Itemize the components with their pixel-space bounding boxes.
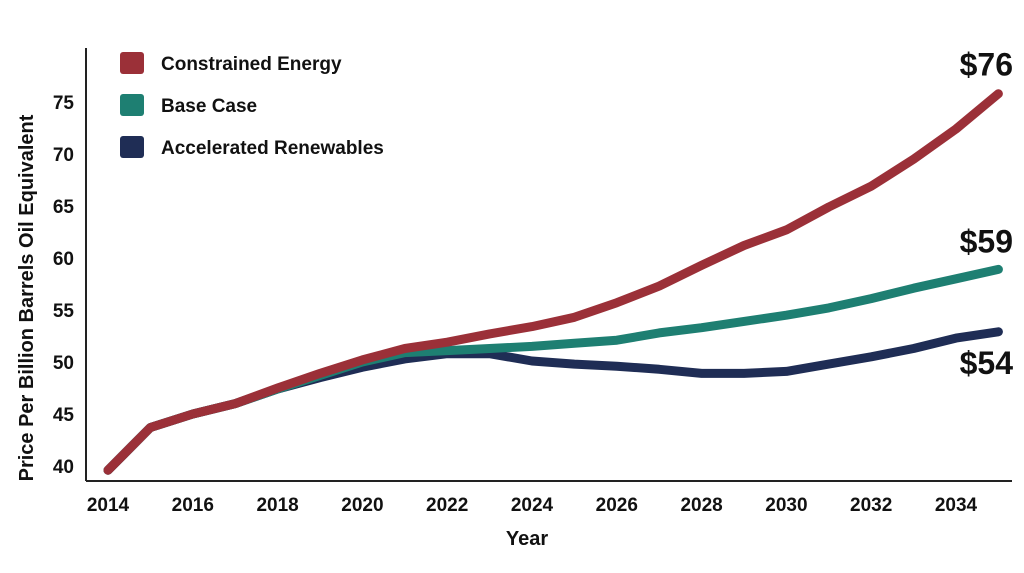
legend-label-constrained-energy: Constrained Energy xyxy=(161,54,342,75)
y-tick-label-50: 50 xyxy=(53,353,74,374)
y-tick-label-45: 45 xyxy=(53,405,75,426)
end-label-base-case: $59 xyxy=(960,223,1013,259)
x-tick-label-2026: 2026 xyxy=(596,495,638,516)
legend-swatch-constrained-energy xyxy=(120,52,144,74)
axes xyxy=(85,48,1012,482)
end-label-accelerated-renewables: $54 xyxy=(960,345,1014,381)
x-tick-label-2014: 2014 xyxy=(87,495,130,516)
end-value-labels: $76 $59 $54 xyxy=(960,47,1014,381)
legend-label-accelerated-renewables: Accelerated Renewables xyxy=(161,138,384,159)
legend-swatch-base-case xyxy=(120,94,144,116)
x-axis-title: Year xyxy=(506,528,548,550)
legend-swatch-accelerated-renewables xyxy=(120,136,144,158)
legend: Constrained Energy Base Case Accelerated R… xyxy=(120,52,384,159)
x-tick-label-2018: 2018 xyxy=(256,495,298,516)
end-label-constrained-energy: $76 xyxy=(960,47,1013,83)
x-tick-label-2034: 2034 xyxy=(935,495,978,516)
y-tick-label-75: 75 xyxy=(53,93,75,114)
series-line-constrained-energy xyxy=(103,89,1003,475)
x-tick-labels: 2014 2016 2018 2020 2022 2024 2026 2028 2030 2032… xyxy=(87,495,978,516)
x-tick-label-2032: 2032 xyxy=(850,495,892,516)
y-tick-label-60: 60 xyxy=(53,249,74,270)
x-tick-label-2020: 2020 xyxy=(341,495,383,516)
x-tick-label-2024: 2024 xyxy=(511,495,554,516)
y-tick-label-70: 70 xyxy=(53,145,74,166)
series-line-base-case xyxy=(103,264,1003,475)
x-tick-label-2030: 2030 xyxy=(765,495,807,516)
y-tick-label-65: 65 xyxy=(53,197,75,218)
y-axis-title: Price Per Billion Barrels Oil Equivalent xyxy=(16,114,38,481)
series-lines xyxy=(103,89,1003,475)
x-tick-label-2016: 2016 xyxy=(172,495,214,516)
x-tick-label-2022: 2022 xyxy=(426,495,468,516)
x-tick-label-2028: 2028 xyxy=(680,495,722,516)
y-tick-label-55: 55 xyxy=(53,301,75,322)
y-tick-labels: 40 45 50 55 60 65 70 75 xyxy=(53,93,75,478)
y-tick-label-40: 40 xyxy=(53,457,74,478)
legend-label-base-case: Base Case xyxy=(161,96,257,117)
